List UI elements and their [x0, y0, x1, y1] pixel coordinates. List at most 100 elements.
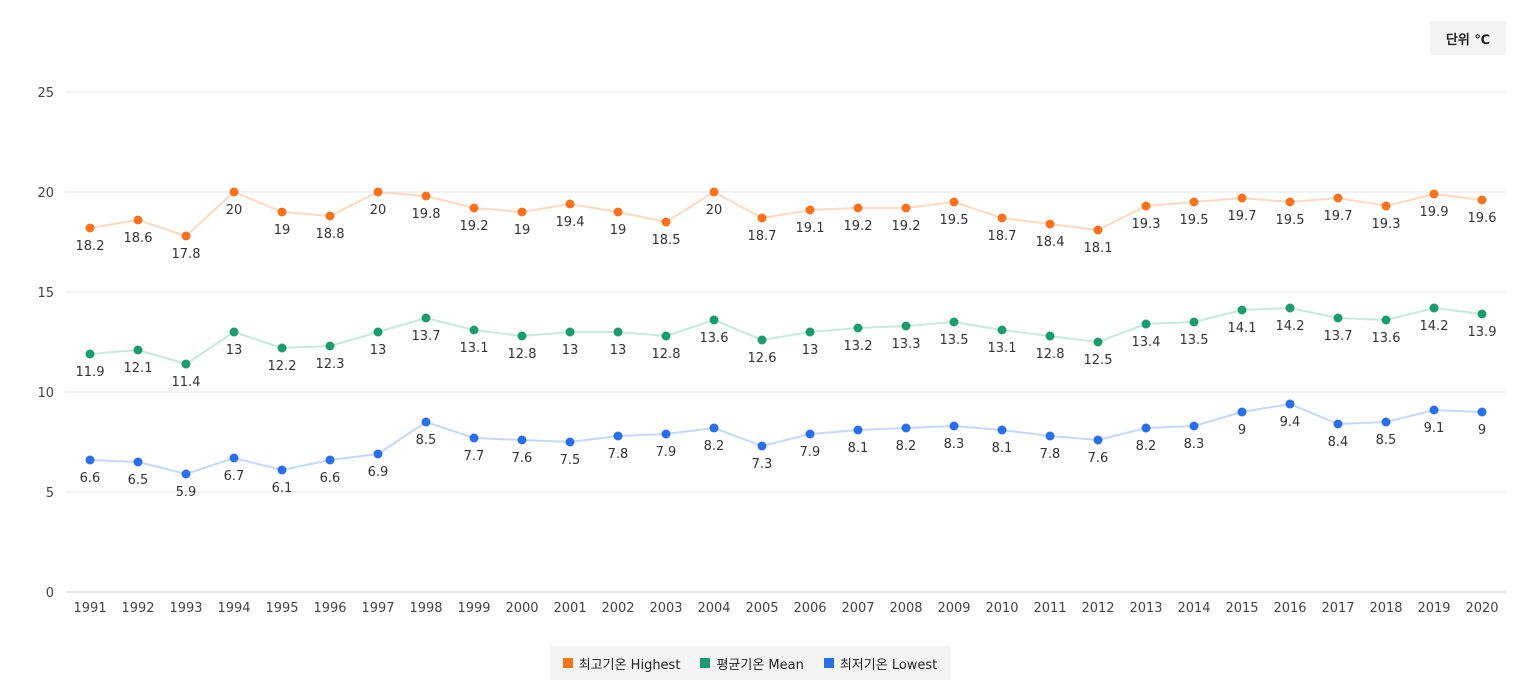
legend-item-lowest[interactable]: 최저기온 Lowest	[823, 654, 937, 673]
data-point	[757, 335, 767, 345]
data-point	[1093, 337, 1103, 347]
y-tick-label: 20	[37, 186, 54, 201]
data-label: 19	[610, 223, 627, 238]
data-point	[661, 331, 671, 341]
points-layer	[85, 187, 1487, 479]
data-label: 13.1	[460, 341, 489, 356]
data-label: 8.2	[704, 439, 725, 454]
chart-legend: 최고기온 Highest 평균기온 Mean 최저기온 Lowest	[550, 646, 950, 680]
data-point	[1237, 305, 1247, 315]
data-label: 8.4	[1328, 435, 1349, 450]
data-point	[1045, 219, 1055, 229]
data-point	[757, 441, 767, 451]
data-label: 17.8	[172, 247, 201, 262]
data-label: 18.6	[124, 231, 153, 246]
data-label: 14.2	[1420, 319, 1449, 334]
x-tick-label: 2004	[697, 601, 730, 616]
unit-label: 단위 ℃	[1445, 32, 1491, 48]
data-point	[1141, 319, 1151, 329]
data-point	[133, 345, 143, 355]
x-tick-label: 2012	[1081, 601, 1114, 616]
data-label: 8.3	[944, 437, 965, 452]
data-label: 12.5	[1084, 353, 1113, 368]
data-point	[1237, 407, 1247, 417]
x-tick-label: 2005	[745, 601, 778, 616]
data-point	[1429, 405, 1439, 415]
data-label: 19.5	[940, 213, 969, 228]
data-label: 7.5	[560, 453, 581, 468]
data-point	[1141, 423, 1151, 433]
data-label: 8.2	[896, 439, 917, 454]
data-point	[229, 187, 239, 197]
data-point	[949, 421, 959, 431]
data-point	[565, 327, 575, 337]
data-label: 19.3	[1372, 217, 1401, 232]
x-tick-label: 2019	[1417, 601, 1450, 616]
data-point	[1189, 317, 1199, 327]
data-point	[85, 223, 95, 233]
data-point	[133, 215, 143, 225]
data-point	[517, 207, 527, 217]
data-label: 6.5	[128, 473, 149, 488]
data-label: 13.7	[1324, 329, 1353, 344]
data-label: 19.2	[460, 219, 489, 234]
data-point	[181, 231, 191, 241]
data-point	[1237, 193, 1247, 203]
series-line	[89, 306, 1483, 366]
data-point	[1189, 421, 1199, 431]
data-label: 13	[802, 343, 819, 358]
data-label: 13	[562, 343, 579, 358]
data-point	[421, 417, 431, 427]
data-label: 19.4	[556, 215, 585, 230]
data-point	[1285, 303, 1295, 313]
data-point	[565, 437, 575, 447]
data-point	[1429, 303, 1439, 313]
legend-label-highest: 최고기온 Highest	[578, 657, 681, 673]
data-label: 13.3	[892, 337, 921, 352]
data-point	[277, 343, 287, 353]
data-point	[1189, 197, 1199, 207]
x-tick-label: 2002	[601, 601, 634, 616]
legend-label-mean: 평균기온 Mean	[716, 657, 804, 673]
data-label: 18.1	[1084, 241, 1113, 256]
data-label: 6.6	[80, 471, 101, 486]
data-point	[85, 349, 95, 359]
x-tick-label: 2018	[1369, 601, 1402, 616]
line-chart: 0 5 10 15 20 25 1991 1992 1993 1994 1995 1996 1997 19…	[37, 86, 1506, 616]
data-point	[997, 213, 1007, 223]
legend-swatch-mean	[700, 658, 711, 668]
data-label: 13	[610, 343, 627, 358]
data-point	[181, 469, 191, 479]
x-tick-label: 2016	[1273, 601, 1306, 616]
data-point	[229, 327, 239, 337]
data-point	[853, 323, 863, 333]
legend-item-highest[interactable]: 최고기온 Highest	[562, 654, 681, 673]
data-point	[181, 359, 191, 369]
data-label: 19.9	[1420, 205, 1449, 220]
data-label: 20	[226, 203, 243, 218]
data-label: 13.1	[988, 341, 1017, 356]
x-tick-label: 1995	[265, 601, 298, 616]
data-point	[1093, 435, 1103, 445]
x-tick-label: 1994	[217, 601, 250, 616]
data-label: 18.5	[652, 233, 681, 248]
legend-item-mean[interactable]: 평균기온 Mean	[700, 654, 804, 673]
x-tick-label: 2017	[1321, 601, 1354, 616]
data-label: 18.8	[316, 227, 345, 242]
data-point	[1333, 193, 1343, 203]
data-point	[949, 197, 959, 207]
data-label: 12.1	[124, 361, 153, 376]
x-tick-label: 1998	[409, 601, 442, 616]
unit-badge: 단위 ℃	[1430, 21, 1506, 55]
data-label: 19	[514, 223, 531, 238]
data-point	[469, 433, 479, 443]
y-tick-label: 10	[37, 386, 54, 401]
data-label: 13.2	[844, 339, 873, 354]
data-point	[805, 429, 815, 439]
data-point	[757, 213, 767, 223]
data-point	[805, 205, 815, 215]
data-label: 19.7	[1228, 209, 1257, 224]
lines-layer	[89, 190, 1483, 476]
data-label: 12.3	[316, 357, 345, 372]
data-label: 7.6	[512, 451, 533, 466]
